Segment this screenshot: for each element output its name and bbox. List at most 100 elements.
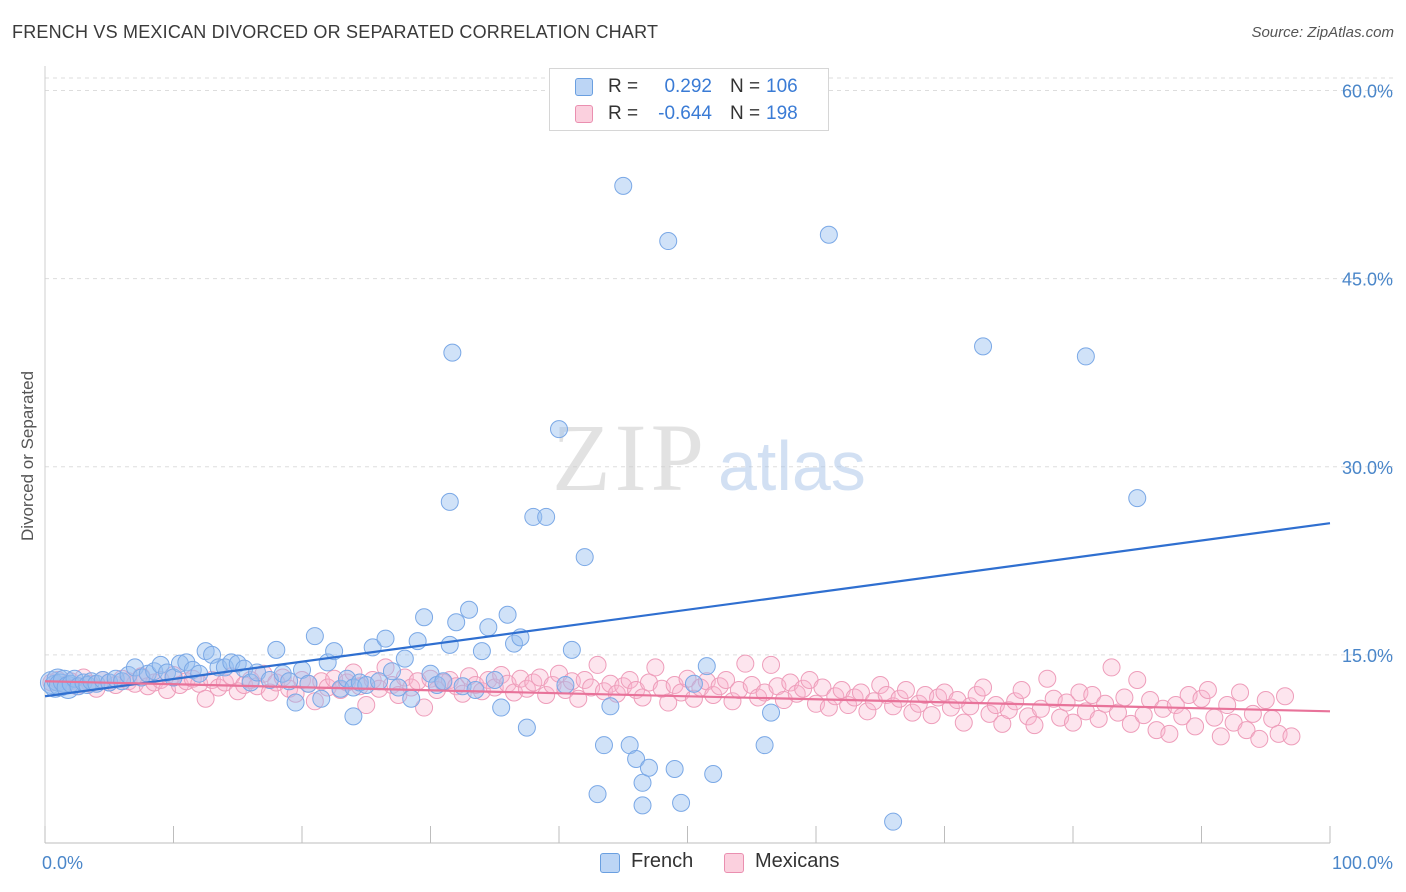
french-point <box>312 689 331 708</box>
mexicans-point <box>1083 686 1102 705</box>
french-point <box>639 758 658 777</box>
x-tick-label: 100.0% <box>1332 853 1393 873</box>
french-point <box>440 492 459 511</box>
mexicans-point <box>704 686 723 705</box>
trendlines <box>44 522 1331 713</box>
legend-label-french: French <box>631 850 694 872</box>
french-point <box>601 697 620 716</box>
mexicans-point <box>974 678 993 697</box>
watermark-atlas: atlas <box>718 427 866 505</box>
french-point <box>498 605 517 624</box>
french-point <box>665 760 684 779</box>
mexicans-point <box>1064 713 1082 732</box>
mexicans-point <box>1121 714 1140 733</box>
french-point <box>460 600 479 619</box>
mexicans-point <box>1115 688 1134 707</box>
legend-row-french: R = 0.292 N = 106 <box>550 73 828 99</box>
french-point <box>974 337 993 356</box>
french-point <box>556 675 575 694</box>
legend-n-value: 106 <box>766 76 798 97</box>
legend-r-label: R = <box>608 76 639 97</box>
french-point <box>594 736 613 755</box>
watermark: ZIP atlas <box>552 404 866 511</box>
french-point <box>524 507 543 526</box>
mexicans-point <box>736 654 755 673</box>
mexicans-point <box>1211 727 1230 746</box>
mexicans-point <box>1025 716 1044 735</box>
french-point <box>550 420 568 439</box>
mexicans-point <box>1166 696 1185 715</box>
legend-swatch-french <box>575 78 593 96</box>
mexicans-point <box>858 702 877 721</box>
french-point <box>884 812 903 831</box>
mexicans-point <box>646 658 665 677</box>
french-point <box>280 672 299 691</box>
mexicans-point <box>1102 658 1121 677</box>
mexicans-point <box>1012 681 1031 699</box>
mexicans-point <box>909 694 928 713</box>
french-point <box>517 718 536 737</box>
mexicans-point <box>659 693 678 712</box>
mexicans-point <box>762 655 781 674</box>
french-point <box>299 674 318 693</box>
legend-swatch-mexicans <box>724 853 744 873</box>
mexicans-point <box>794 679 813 698</box>
mexicans-trendline <box>44 680 1331 713</box>
french-point <box>151 655 170 674</box>
mexicans-point <box>1128 670 1147 689</box>
french-point <box>633 796 652 815</box>
mexicans-point <box>813 678 832 697</box>
french-point <box>762 703 781 722</box>
mexicans-point <box>260 683 279 702</box>
french-point <box>1076 347 1095 366</box>
mexicans-point <box>1160 724 1179 743</box>
french-point <box>443 343 462 362</box>
french-point <box>344 707 363 726</box>
french-point <box>492 698 511 717</box>
mexicans-point <box>1205 708 1224 727</box>
french-point <box>659 232 678 251</box>
legend-n-label: N = <box>730 76 761 97</box>
legend-r-value: 0.292 <box>664 76 712 97</box>
french-point <box>627 749 646 768</box>
french-point <box>633 773 652 792</box>
french-trendline <box>44 522 1331 698</box>
correlation-legend: R = 0.292 N = 106 R = -0.644 N = 198 <box>549 68 829 131</box>
french-point <box>466 681 485 699</box>
mexicans-point <box>1250 729 1269 748</box>
french-point <box>415 608 434 627</box>
mexicans-point <box>620 670 639 689</box>
mexicans-point <box>357 696 376 715</box>
french-point <box>672 793 691 812</box>
mexicans-point <box>1237 721 1256 740</box>
y-tick-label: 15.0% <box>1342 646 1393 666</box>
y-tick-label: 30.0% <box>1342 458 1393 478</box>
mexicans-point <box>537 686 556 705</box>
chart-source: Source: ZipAtlas.com <box>1251 24 1394 41</box>
french-point <box>382 662 401 681</box>
mexicans-point <box>1218 696 1237 715</box>
mexicans-point <box>1134 706 1153 725</box>
mexicans-point <box>575 670 594 689</box>
mexicans-point <box>196 689 215 708</box>
french-point <box>819 225 838 244</box>
mexicans-point <box>588 655 607 674</box>
mexicans-point <box>890 689 909 708</box>
mexicans-point <box>717 670 736 689</box>
mexicans-point <box>1186 717 1205 736</box>
french-point <box>614 176 633 195</box>
legend-n-value: 198 <box>766 103 798 124</box>
y-axis-label: Divorced or Separated <box>18 371 37 541</box>
mexicans-point <box>1057 693 1076 712</box>
mexicans-point <box>1231 683 1250 702</box>
french-point <box>305 627 324 646</box>
mexicans-point <box>1263 709 1282 728</box>
french-point <box>376 629 395 648</box>
legend-row-mexicans: R = -0.644 N = 198 <box>550 100 828 126</box>
mexicans-point <box>1006 692 1025 711</box>
mexicans-point <box>999 701 1018 720</box>
watermark-zip: ZIP <box>552 404 708 511</box>
french-point <box>402 689 421 708</box>
french-point <box>447 613 466 632</box>
